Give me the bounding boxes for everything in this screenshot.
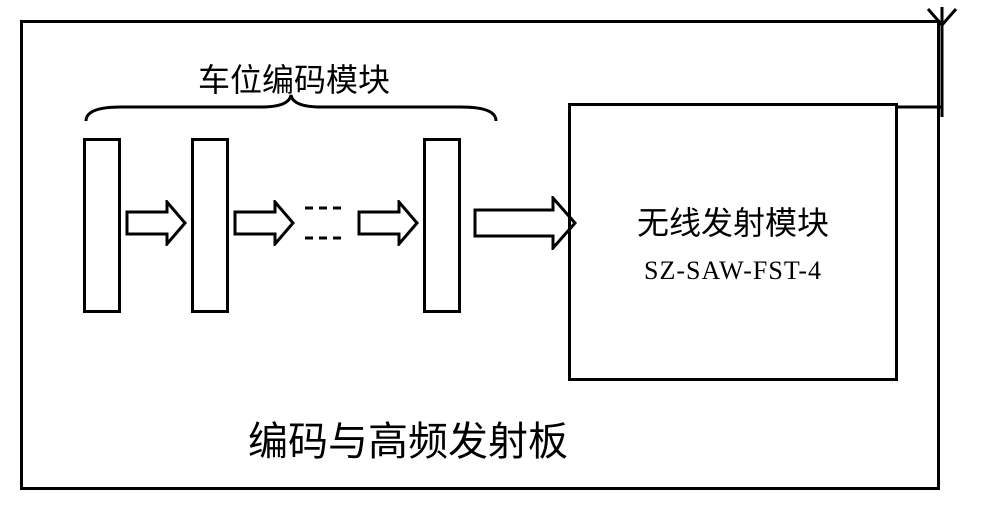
encoding-block	[191, 138, 229, 313]
tx-module-model: SZ-SAW-FST-4	[644, 256, 822, 286]
arrow-icon	[125, 200, 187, 251]
wireless-tx-module-box: 无线发射模块 SZ-SAW-FST-4	[568, 103, 898, 381]
board-title: 编码与高频发射板	[248, 409, 568, 467]
brace-icon	[81, 93, 501, 123]
tx-to-antenna-line	[895, 101, 943, 113]
arrow-icon	[357, 200, 419, 251]
ellipsis-gap	[305, 200, 347, 251]
encoding-blocks-row	[83, 138, 581, 313]
main-board-container: 车位编码模块	[20, 20, 940, 490]
arrow-icon	[233, 200, 295, 251]
tx-module-title: 无线发射模块	[637, 198, 829, 244]
encoding-block	[423, 138, 461, 313]
encoding-block	[83, 138, 121, 313]
big-arrow-icon	[473, 196, 577, 255]
